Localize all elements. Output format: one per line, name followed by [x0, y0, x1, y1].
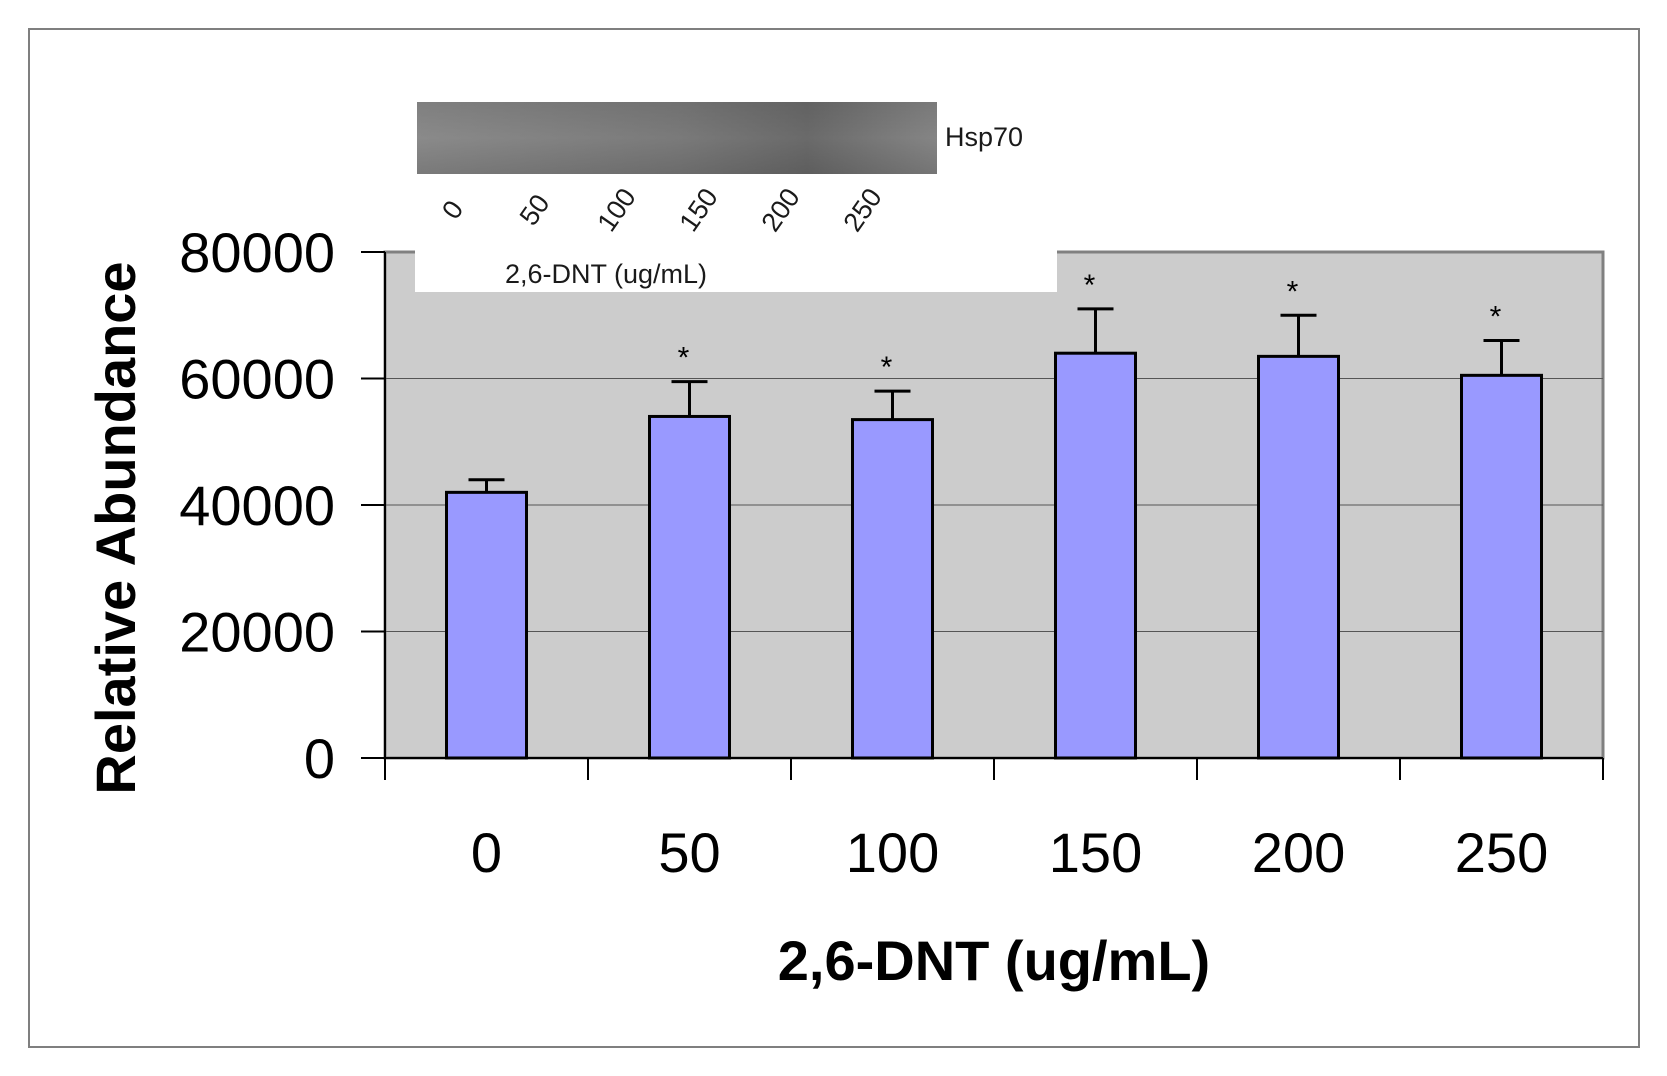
x-tick-label: 200: [1252, 821, 1345, 884]
x-tick-label: 250: [1455, 821, 1548, 884]
bar: [1054, 351, 1137, 760]
bar: [648, 414, 731, 760]
y-tick-label: 80000: [179, 221, 335, 284]
y-ticks: 0 20000 40000 60000 80000: [179, 221, 385, 790]
y-tick-label: 60000: [179, 348, 335, 411]
bar: [851, 418, 934, 760]
x-tick-label: 50: [658, 821, 720, 884]
blot-protein-label: Hsp70: [945, 122, 1023, 152]
x-tick-label: 100: [846, 821, 939, 884]
blot-shading: [417, 102, 937, 174]
significance-marker: *: [678, 342, 690, 375]
significance-marker: *: [1287, 275, 1299, 308]
x-ticks: 0 50 100 150 200 250: [384, 758, 1604, 884]
bar: [1460, 373, 1543, 760]
y-tick-label: 40000: [179, 474, 335, 537]
significance-marker: *: [881, 351, 893, 384]
gridlines: [385, 378, 1603, 632]
blot-axis-label: 2,6-DNT (ug/mL): [505, 259, 707, 289]
western-blot-inset: Hsp70 0 50 100 150 200 250 2,6-DNT (ug/mL): [415, 100, 1057, 292]
bar: [1257, 354, 1340, 760]
bar: [445, 490, 528, 760]
x-tick-label: 0: [471, 821, 502, 884]
bars: * * * * *: [445, 269, 1543, 760]
y-axis-title: Relative Abundance: [84, 261, 147, 794]
y-tick-label: 0: [304, 727, 335, 790]
significance-marker: *: [1084, 269, 1096, 302]
x-tick-label: 150: [1049, 821, 1142, 884]
significance-marker: *: [1490, 301, 1502, 334]
x-axis-title: 2,6-DNT (ug/mL): [778, 929, 1210, 992]
y-tick-label: 20000: [179, 601, 335, 664]
